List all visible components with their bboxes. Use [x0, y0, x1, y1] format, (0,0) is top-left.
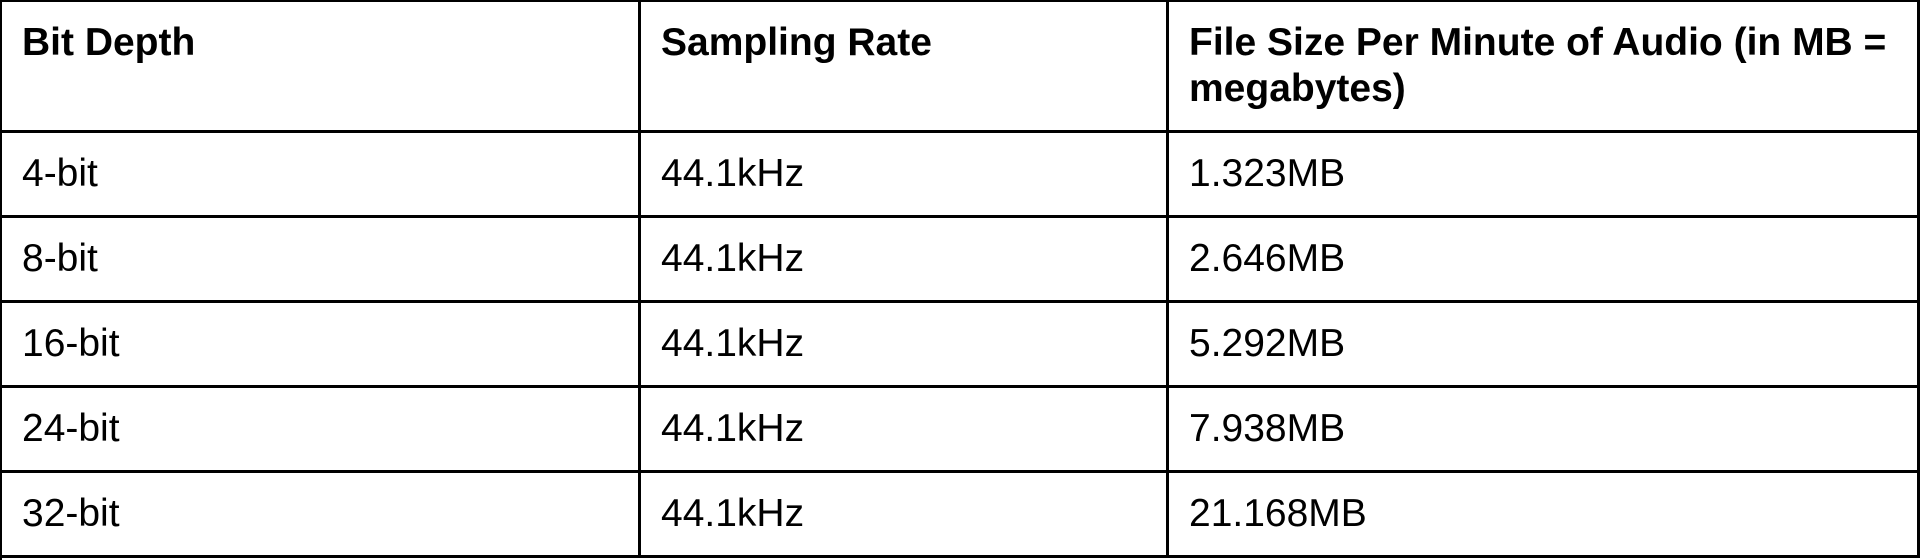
table-cell: 44.1kHz	[641, 473, 1169, 558]
table-cell: 1.323MB	[1169, 133, 1920, 218]
table-cell: 44.1kHz	[641, 218, 1169, 303]
table-cell: 44.1kHz	[641, 133, 1169, 218]
table-cell: 2.646MB	[1169, 218, 1920, 303]
table-cell: 44.1kHz	[641, 303, 1169, 388]
table-cell: 24-bit	[2, 388, 641, 473]
header-cell: Sampling Rate	[641, 2, 1169, 133]
table-cell: 4-bit	[2, 133, 641, 218]
table-cell: 7.938MB	[1169, 388, 1920, 473]
table-cell: 8-bit	[2, 218, 641, 303]
table-cell: 32-bit	[2, 473, 641, 558]
header-cell: File Size Per Minute of Audio (in MB = m…	[1169, 2, 1920, 133]
table-cell: 5.292MB	[1169, 303, 1920, 388]
header-cell: Bit Depth	[2, 2, 641, 133]
table-cell: 16-bit	[2, 303, 641, 388]
table-cell: 21.168MB	[1169, 473, 1920, 558]
table-cell: 44.1kHz	[641, 388, 1169, 473]
